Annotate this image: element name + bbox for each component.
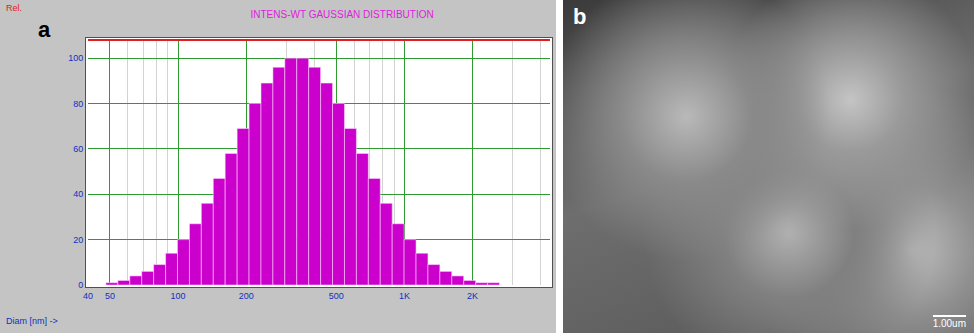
svg-text:40: 40 — [83, 291, 93, 301]
svg-text:100: 100 — [171, 291, 186, 301]
svg-text:80: 80 — [73, 99, 83, 109]
svg-text:Rel.: Rel. — [6, 3, 22, 13]
svg-text:100: 100 — [68, 53, 83, 63]
svg-text:20: 20 — [73, 235, 83, 245]
svg-text:50: 50 — [105, 291, 115, 301]
svg-text:0: 0 — [78, 280, 83, 290]
svg-text:INTENS-WT GAUSSIAN DISTRIBUTIO: INTENS-WT GAUSSIAN DISTRIBUTION — [251, 9, 434, 20]
svg-text:500: 500 — [329, 291, 344, 301]
svg-text:60: 60 — [73, 144, 83, 154]
svg-text:a: a — [38, 17, 51, 42]
svg-text:1K: 1K — [399, 291, 410, 301]
html-text:b: b — [573, 4, 587, 29]
svg-text:40: 40 — [73, 189, 83, 199]
svg-text:Diam [nm] ->: Diam [nm] -> — [6, 316, 58, 326]
svg-text:2K: 2K — [467, 291, 478, 301]
svg-text:200: 200 — [239, 291, 254, 301]
html-text:1.00um: 1.00um — [932, 318, 966, 329]
